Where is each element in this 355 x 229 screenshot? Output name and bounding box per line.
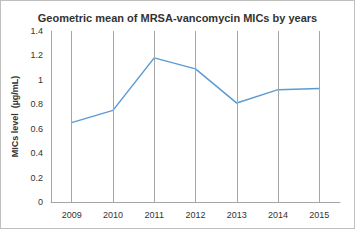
svg-text:2013: 2013 xyxy=(227,210,247,220)
svg-text:2015: 2015 xyxy=(309,210,329,220)
svg-text:0.4: 0.4 xyxy=(30,148,43,158)
svg-text:2014: 2014 xyxy=(268,210,288,220)
svg-text:2009: 2009 xyxy=(62,210,82,220)
svg-text:MICs level (µg/mL): MICs level (µg/mL) xyxy=(10,76,20,158)
svg-text:1.4: 1.4 xyxy=(30,26,43,36)
svg-text:2012: 2012 xyxy=(185,210,205,220)
svg-text:0.8: 0.8 xyxy=(30,99,43,109)
svg-text:2010: 2010 xyxy=(103,210,123,220)
svg-text:Geometric mean of MRSA-vancomy: Geometric mean of MRSA-vancomycin MICs b… xyxy=(38,12,317,24)
svg-text:0.2: 0.2 xyxy=(30,173,43,183)
svg-text:1.2: 1.2 xyxy=(30,50,43,60)
svg-text:1: 1 xyxy=(38,75,43,85)
svg-text:0: 0 xyxy=(38,197,43,207)
svg-text:2011: 2011 xyxy=(145,210,164,220)
svg-text:0.6: 0.6 xyxy=(30,124,43,134)
